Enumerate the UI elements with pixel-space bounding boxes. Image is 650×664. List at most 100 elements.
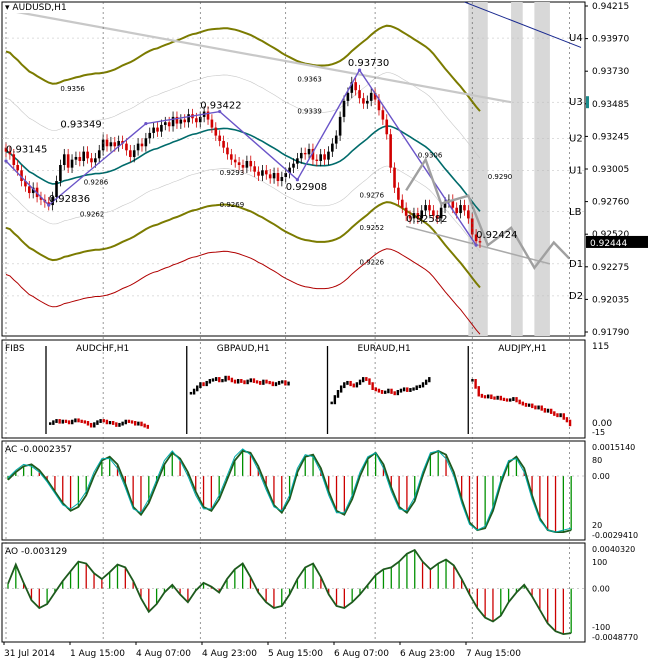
candle-body [292,163,295,168]
fibs-candle [130,420,134,424]
candle-body [245,160,249,168]
candle-body [78,156,82,161]
candle-body [218,135,221,141]
candle-body [55,181,58,198]
fibs-candle [409,388,412,392]
candle-body [373,92,377,100]
fibs-candle [277,380,281,385]
fibs-candle [474,379,477,389]
candle-body [175,116,179,124]
candle-body [70,159,74,168]
fibs-candle [208,379,212,384]
u3-marker [586,96,589,109]
candle-body [195,118,198,123]
candle-body [66,154,70,168]
fibs-candle [243,380,246,385]
candle-body [369,92,373,101]
x-tick-label: 4 Aug 07:00 [136,649,191,659]
fibs-candle [412,387,415,391]
fibs-candle [274,382,278,387]
fibs-candle [189,391,193,395]
fibs-candle [67,420,71,425]
fibs-candle [355,382,359,388]
fibs-candle [553,411,556,416]
candle-body [109,142,113,147]
fibs-candle [512,397,515,401]
envelope-line [5,24,481,112]
fibs-panel-title: AUDCHF,H1 [76,344,129,354]
fibs-candle [396,390,400,396]
current-price-label: 0.92444 [590,239,627,249]
y-tick-label: 0.92520 [592,230,629,240]
main-plot-group: 0.93145 0.93349 0.92836 0.93422 0.92908 0.937… [2,2,585,336]
fibs-candle [499,395,502,401]
fibs-candle [265,379,268,384]
fibs-candle [374,387,377,392]
fibs-candle [71,419,74,425]
fibs-candle [330,401,333,405]
candle-body [214,127,218,136]
chevron-down-icon[interactable]: ▾ [5,3,10,13]
fibs-candle [108,421,112,425]
fibs-candle [140,421,143,427]
candle-body [222,140,225,148]
candle-body [467,210,470,219]
candle-body [160,124,163,132]
channel-line [464,2,582,48]
fibs-candle [146,424,150,429]
fibs-candle [490,394,493,400]
fibs-candle [540,405,543,411]
swing-price-label: 0.93422 [200,101,241,112]
fibs-candle [218,377,221,383]
fibs-candle [406,387,409,392]
candle-body [362,98,365,104]
fibs-candle [143,423,146,428]
candle-body [315,159,319,161]
candle-body [12,154,16,165]
candle-body [233,159,237,163]
ao-pane-title: AO -0.003129 [5,547,67,557]
candle-body [140,143,144,147]
wave-pivot [218,109,222,114]
fibs-candle [105,419,109,425]
candle-body [249,160,253,167]
x-tick-label: 4 Aug 23:00 [202,649,257,659]
forecast-zone-column [511,2,523,336]
candle-body [280,177,284,182]
fibs-candle [83,420,87,424]
wave-pivot [474,243,478,247]
fibs-candle [365,377,368,381]
fib-level-label: 0.9356 [60,85,85,93]
candle-body [389,134,392,168]
candle-body [241,164,245,168]
candle-body [319,154,322,161]
fibs-candle [246,379,249,385]
fibs-candle [527,403,531,407]
candle-body [167,122,171,127]
fibs-candle [236,379,240,384]
candle-body [152,127,155,133]
fibs-candle [124,419,127,425]
candle-body [428,205,431,211]
candle-body [148,132,152,139]
fib-level-label: 0.9276 [360,192,385,200]
fibs-candle [493,396,496,400]
candle-body [8,151,12,155]
candle-body [163,122,167,125]
lower-channel-line [405,225,551,265]
candle-body [424,205,427,211]
x-tick-label: 6 Aug 23:00 [400,649,455,659]
candle-body [296,158,299,164]
wave-pivot [357,68,362,72]
fibs-candle [255,380,259,384]
candle-body [342,100,346,117]
fibs-candle [230,377,234,383]
ao-y-label: 0.0040320 [592,545,635,554]
ac-y-label: -0.0029410 [592,531,638,540]
candle-body [299,152,303,159]
candle-body [24,181,27,187]
candle-body [132,150,136,157]
